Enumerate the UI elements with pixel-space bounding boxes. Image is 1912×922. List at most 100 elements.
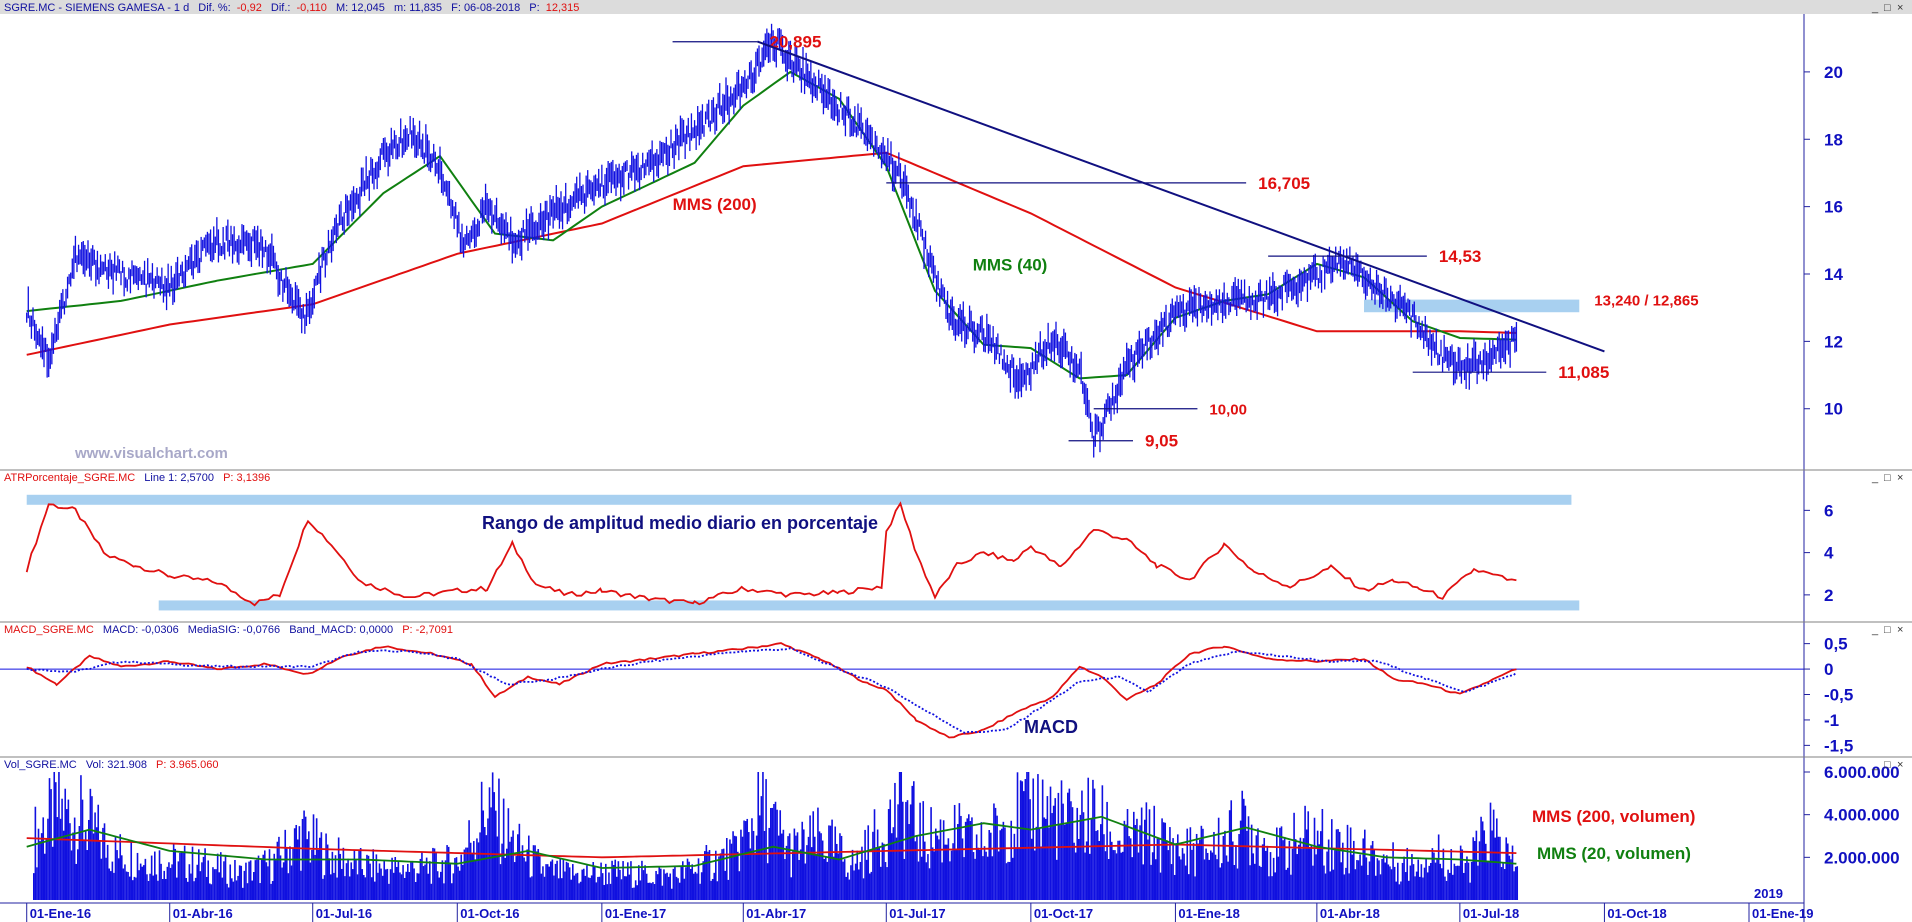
volume-bar — [227, 887, 230, 900]
volume-bar — [55, 782, 57, 900]
level-label: 9,05 — [1145, 432, 1178, 451]
macd-window-buttons[interactable]: _ □ × — [1871, 624, 1903, 636]
volume-bar — [735, 836, 738, 900]
minimize-icon[interactable]: _ — [1871, 472, 1879, 484]
volume-bar — [298, 826, 301, 900]
volume-bar — [1131, 857, 1134, 900]
x-tick-label: 01-Ene-19 — [1752, 906, 1813, 921]
volume-bar — [1015, 847, 1017, 900]
volume-bar — [1001, 828, 1003, 900]
volume-bar — [253, 872, 255, 900]
volume-bar — [586, 865, 588, 900]
volume-bar — [278, 836, 280, 900]
close-icon[interactable]: × — [1897, 759, 1903, 771]
volume-bar — [1093, 788, 1096, 900]
volume-bar — [913, 781, 915, 900]
volume-bar — [589, 877, 591, 900]
volume-bar — [862, 878, 865, 900]
volume-bar — [345, 863, 348, 900]
maximize-icon[interactable]: □ — [1884, 624, 1891, 636]
volume-bar — [947, 838, 950, 900]
volume-bar — [799, 849, 802, 900]
volume-bar — [388, 883, 390, 900]
volume-bar — [1478, 841, 1481, 900]
close-icon[interactable]: × — [1897, 472, 1903, 484]
minimize-icon[interactable]: _ — [1871, 759, 1879, 771]
volume-bar — [982, 856, 984, 900]
volume-bar — [234, 859, 236, 900]
volume-bar — [1445, 880, 1448, 900]
volume-bar — [1356, 860, 1358, 900]
volume-window-buttons[interactable]: _ □ × — [1871, 759, 1903, 771]
volume-bar — [1122, 851, 1124, 900]
volume-bar — [782, 829, 785, 900]
volume-bar — [644, 865, 646, 900]
volume-vol: Vol: 321.908 — [86, 759, 147, 771]
volume-bar — [711, 878, 714, 900]
volume-bar — [488, 787, 491, 900]
volume-bar — [1166, 840, 1168, 900]
volume-bar — [1499, 836, 1501, 900]
volume-bar — [413, 868, 415, 900]
volume-bar — [724, 870, 727, 900]
volume-bar — [774, 801, 777, 900]
volume-bar — [262, 854, 265, 900]
volume-bar — [633, 887, 635, 900]
volume-bar — [645, 873, 648, 900]
volume-bar — [341, 868, 343, 900]
price-window-buttons[interactable]: _ □ × — [1871, 2, 1903, 14]
close-icon[interactable]: × — [1897, 624, 1903, 636]
volume-bar — [622, 861, 624, 900]
volume-bar — [1436, 858, 1438, 900]
volume-bar — [825, 856, 827, 900]
volume-bar — [638, 865, 640, 900]
volume-bar — [933, 851, 936, 900]
volume-bar — [183, 845, 186, 900]
volume-bar — [1304, 805, 1306, 900]
volume-bar — [1217, 817, 1220, 900]
volume-bar — [708, 850, 711, 900]
volume-bar — [713, 872, 716, 900]
volume-bar — [190, 873, 192, 900]
volume-bar — [1441, 868, 1443, 900]
volume-bar — [1298, 844, 1300, 900]
volume-bar — [853, 870, 855, 900]
minimize-icon[interactable]: _ — [1871, 624, 1879, 636]
volume-bar — [1323, 865, 1325, 900]
volume-bar — [1335, 829, 1338, 900]
volume-bar — [579, 881, 582, 900]
volume-bar — [322, 878, 324, 900]
volume-bar — [215, 869, 217, 900]
volume-bar — [1392, 842, 1394, 900]
volume-bar — [1145, 802, 1148, 900]
volume-bar — [836, 843, 838, 900]
volume-bar — [242, 887, 244, 900]
volume-bar — [1437, 834, 1440, 900]
volume-bar — [405, 871, 408, 900]
volume-bar — [658, 866, 661, 900]
atr-window-buttons[interactable]: _ □ × — [1871, 472, 1903, 484]
volume-bar — [870, 871, 873, 900]
volume-bar — [843, 859, 846, 900]
volume-bar — [884, 862, 887, 900]
y-tick-label: 12 — [1824, 332, 1843, 351]
volume-bar — [548, 866, 551, 900]
volume-bar — [710, 880, 712, 900]
close-icon[interactable]: × — [1897, 2, 1903, 14]
maximize-icon[interactable]: □ — [1884, 2, 1891, 14]
volume-bar — [56, 817, 59, 900]
volume-bar — [114, 835, 117, 900]
volume-bar — [1290, 874, 1292, 900]
volume-bar — [1224, 830, 1226, 900]
volume-bar — [1126, 809, 1129, 900]
maximize-icon[interactable]: □ — [1884, 759, 1891, 771]
volume-bar — [1089, 853, 1091, 900]
volume-bar — [449, 864, 452, 900]
minimize-icon[interactable]: _ — [1871, 2, 1879, 14]
volume-bar — [1359, 854, 1361, 900]
volume-bar — [1120, 852, 1123, 900]
volume-bar — [1395, 881, 1398, 900]
maximize-icon[interactable]: □ — [1884, 472, 1891, 484]
volume-bar — [485, 835, 488, 900]
volume-bar — [691, 864, 694, 900]
